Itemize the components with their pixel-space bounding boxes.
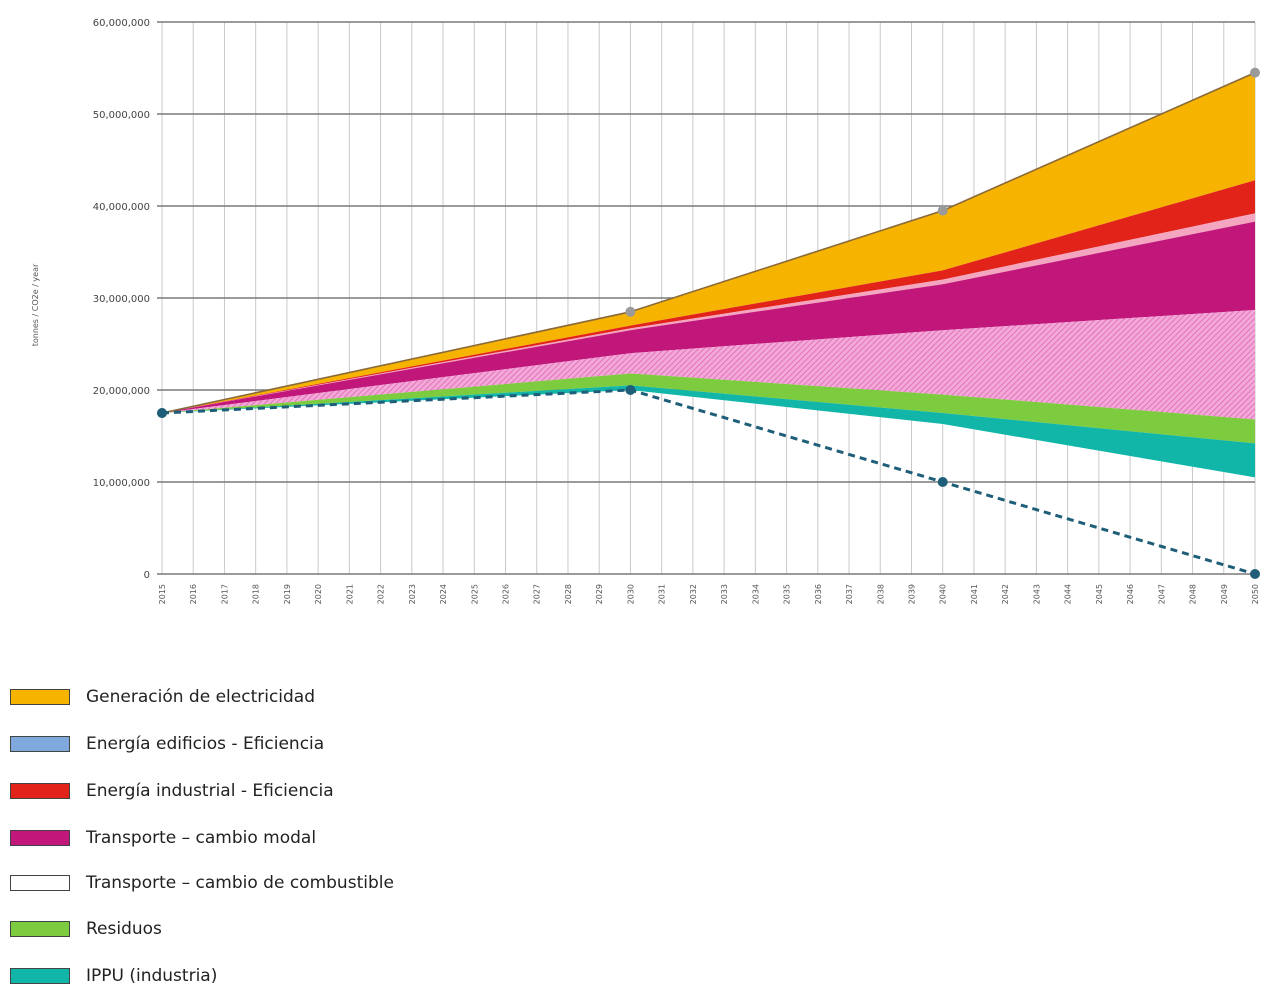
x-tick-label: 2030 [626, 584, 635, 604]
lines [157, 67, 1260, 579]
x-tick-label: 2047 [1157, 584, 1166, 604]
x-tick-label: 2024 [439, 584, 448, 604]
x-tick-label: 2032 [689, 584, 698, 604]
legend-item: Residuos [10, 918, 610, 940]
y-axis-label: tonnes / CO2e / year [31, 263, 40, 346]
legend-label: IPPU (industria) [86, 966, 218, 986]
x-tick-label: 2023 [408, 584, 417, 604]
x-tick-label: 2017 [220, 584, 229, 604]
area-generacion-de-electricidad [162, 72, 1255, 413]
area-residuos [162, 373, 1255, 444]
x-tick-label: 2022 [377, 584, 386, 604]
legend-swatch [10, 830, 70, 846]
x-tick-label: 2033 [720, 584, 729, 604]
x-tick-label: 2021 [345, 584, 354, 604]
target-point [937, 477, 948, 487]
x-tick-label: 2016 [189, 584, 198, 604]
x-tick-label: 2045 [1095, 584, 1104, 604]
x-tick-label: 2042 [1001, 584, 1010, 604]
x-tick-label: 2046 [1126, 584, 1135, 604]
x-tick-label: 2018 [252, 584, 261, 604]
x-tick-label: 2027 [533, 584, 542, 604]
x-tick-label: 2036 [814, 584, 823, 604]
legend-label: Transporte – cambio modal [86, 828, 317, 848]
x-tick-label: 2029 [595, 584, 604, 604]
y-tick-label: 10,000,000 [93, 478, 150, 489]
target-point [1250, 569, 1260, 579]
chart: 2015 2016 2017 2018 2019 2020 2021 2022 2023 2024… [31, 18, 1260, 604]
reference-point [625, 306, 636, 317]
x-tick-label: 2034 [751, 584, 760, 604]
target-line [161, 388, 1256, 576]
target-point [625, 385, 636, 395]
area-transporte-cambio-de-combustible [162, 309, 1255, 420]
legend-swatch [10, 921, 70, 937]
x-tick-label: 2039 [907, 584, 916, 604]
x-tick-label: 2019 [283, 584, 292, 604]
legend-swatch [10, 783, 70, 799]
legend-swatch [10, 736, 70, 752]
x-tick-label: 2025 [470, 584, 479, 604]
y-tick-label: 0 [144, 570, 150, 581]
legend-label: Transporte – cambio de combustible [86, 873, 394, 893]
x-tick-label: 2031 [658, 584, 667, 604]
legend-item: Transporte – cambio modal [10, 827, 610, 849]
y-tick-label: 30,000,000 [93, 294, 150, 305]
legend-item: Transporte – cambio de combustible [10, 872, 610, 894]
reference-line [161, 71, 1256, 414]
legend-label: Generación de electricidad [86, 687, 316, 707]
legend-item: IPPU (industria) [10, 965, 610, 987]
legend-swatch [10, 689, 70, 705]
legend-item: Energía industrial - Eficiencia [10, 780, 610, 802]
area-transporte-cambio-modal [162, 221, 1255, 413]
legend-swatch [10, 875, 70, 891]
x-tick-label: 2041 [970, 584, 979, 604]
area-series [162, 72, 1255, 478]
reference-point [937, 205, 948, 216]
x-tick-label: 2028 [564, 584, 573, 604]
x-tick-label: 2038 [876, 584, 885, 604]
y-tick-label: 20,000,000 [93, 386, 150, 397]
x-tick-label: 2035 [783, 584, 792, 604]
legend-label: Residuos [86, 919, 162, 939]
x-tick-label: 2026 [502, 584, 511, 604]
x-tick-label: 2040 [939, 584, 948, 604]
target-point [157, 408, 167, 418]
area-ippu-industria [162, 385, 1255, 478]
legend-item: Generación de electricidad [10, 686, 610, 708]
legend-swatch [10, 968, 70, 984]
x-tick-label: 2049 [1220, 584, 1229, 604]
reference-point [1250, 67, 1260, 78]
y-tick-label: 40,000,000 [93, 202, 150, 213]
x-tick-label: 2044 [1064, 584, 1073, 604]
x-tick-label: 2043 [1032, 584, 1041, 604]
x-tick-label: 2015 [158, 584, 167, 604]
axes: 2015 2016 2017 2018 2019 2020 2021 2022 2023 2024… [93, 18, 1260, 604]
x-tick-label: 2020 [314, 584, 323, 604]
y-tick-label: 50,000,000 [93, 110, 150, 121]
x-tick-label: 2048 [1189, 584, 1198, 604]
legend-label: Energía edificios - Eficiencia [86, 734, 325, 754]
legend-label: Energía industrial - Eficiencia [86, 781, 334, 801]
x-tick-label: 2050 [1251, 584, 1260, 604]
legend-item: Energía edificios - Eficiencia [10, 733, 610, 755]
y-tick-label: 60,000,000 [93, 18, 150, 29]
x-tick-label: 2037 [845, 584, 854, 604]
